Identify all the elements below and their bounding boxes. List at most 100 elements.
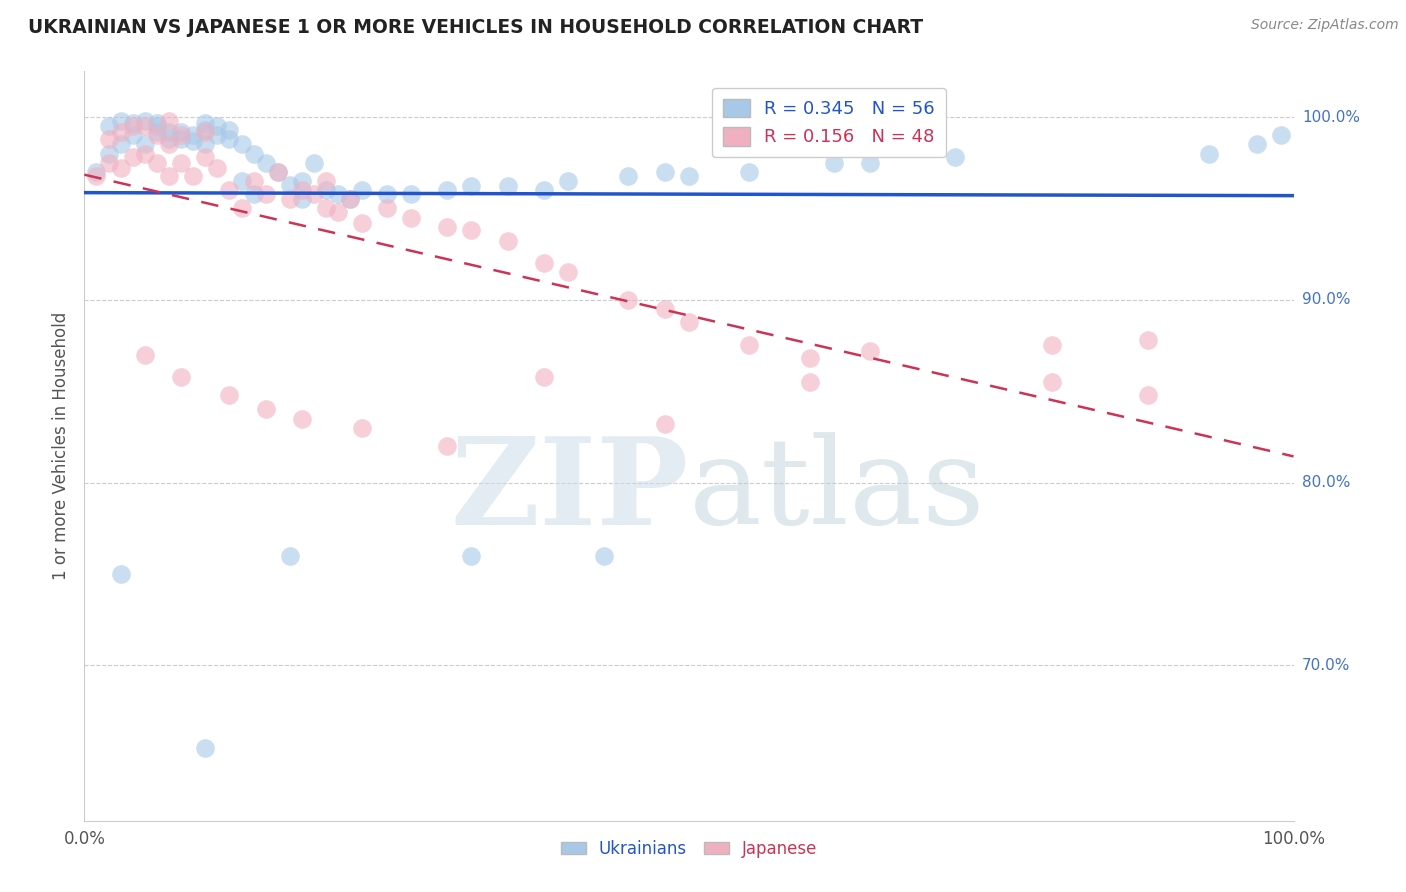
Point [339, 192, 361, 206]
Point [146, 155, 169, 169]
Point [121, 128, 143, 143]
Point [207, 161, 229, 176]
Point [97, 155, 120, 169]
Point [181, 134, 204, 148]
Point [678, 315, 700, 329]
Point [352, 216, 374, 230]
Point [859, 155, 882, 169]
Point [207, 128, 229, 143]
Point [460, 549, 482, 563]
Text: 70.0%: 70.0% [1302, 657, 1350, 673]
Point [134, 348, 156, 362]
Point [302, 186, 325, 201]
Point [557, 265, 579, 279]
Point [134, 113, 156, 128]
Point [157, 132, 180, 146]
Point [278, 192, 301, 206]
Point [121, 119, 143, 133]
Point [291, 174, 314, 188]
Point [799, 351, 821, 366]
Point [533, 369, 555, 384]
Point [194, 125, 217, 139]
Point [302, 155, 325, 169]
Point [1137, 388, 1160, 402]
Point [181, 169, 204, 183]
Point [654, 165, 676, 179]
Point [654, 417, 676, 431]
Point [859, 343, 882, 358]
Point [146, 119, 169, 133]
Point [557, 174, 579, 188]
Point [218, 388, 240, 402]
Point [375, 202, 398, 216]
Point [194, 740, 217, 755]
Text: Source: ZipAtlas.com: Source: ZipAtlas.com [1251, 18, 1399, 32]
Point [207, 119, 229, 133]
Point [291, 192, 314, 206]
Point [352, 421, 374, 435]
Point [218, 123, 240, 137]
Point [375, 186, 398, 201]
Point [1246, 137, 1268, 152]
Point [1270, 128, 1292, 143]
Point [399, 211, 422, 225]
Point [218, 183, 240, 197]
Point [134, 146, 156, 161]
Point [436, 183, 458, 197]
Point [254, 186, 277, 201]
Point [170, 155, 193, 169]
Point [823, 155, 845, 169]
Point [121, 150, 143, 164]
Point [157, 125, 180, 139]
Text: ZIP: ZIP [451, 432, 689, 550]
Point [738, 165, 761, 179]
Point [315, 183, 337, 197]
Point [436, 439, 458, 453]
Point [399, 186, 422, 201]
Point [170, 125, 193, 139]
Point [593, 549, 616, 563]
Point [315, 202, 337, 216]
Point [110, 566, 132, 581]
Point [654, 301, 676, 316]
Point [194, 137, 217, 152]
Point [533, 183, 555, 197]
Point [231, 202, 253, 216]
Point [943, 150, 966, 164]
Point [617, 293, 640, 307]
Point [460, 223, 482, 237]
Point [110, 113, 132, 128]
Point [218, 132, 240, 146]
Point [496, 179, 519, 194]
Point [181, 128, 204, 143]
Point [194, 123, 217, 137]
Point [146, 128, 169, 143]
Point [1137, 333, 1160, 347]
Point [315, 174, 337, 188]
Point [134, 137, 156, 152]
Text: UKRAINIAN VS JAPANESE 1 OR MORE VEHICLES IN HOUSEHOLD CORRELATION CHART: UKRAINIAN VS JAPANESE 1 OR MORE VEHICLES… [28, 18, 924, 37]
Point [267, 165, 290, 179]
Point [254, 402, 277, 417]
Point [242, 146, 264, 161]
Point [134, 119, 156, 133]
Point [231, 174, 253, 188]
Point [1040, 338, 1063, 352]
Point [110, 161, 132, 176]
Point [254, 155, 277, 169]
Point [146, 115, 169, 129]
Point [291, 183, 314, 197]
Point [291, 411, 314, 425]
Point [1040, 375, 1063, 389]
Y-axis label: 1 or more Vehicles in Household: 1 or more Vehicles in Household [52, 312, 70, 580]
Point [194, 115, 217, 129]
Point [157, 169, 180, 183]
Point [278, 549, 301, 563]
Point [352, 183, 374, 197]
Point [157, 113, 180, 128]
Point [170, 128, 193, 143]
Point [460, 179, 482, 194]
Point [678, 169, 700, 183]
Point [86, 165, 108, 179]
Point [278, 178, 301, 192]
